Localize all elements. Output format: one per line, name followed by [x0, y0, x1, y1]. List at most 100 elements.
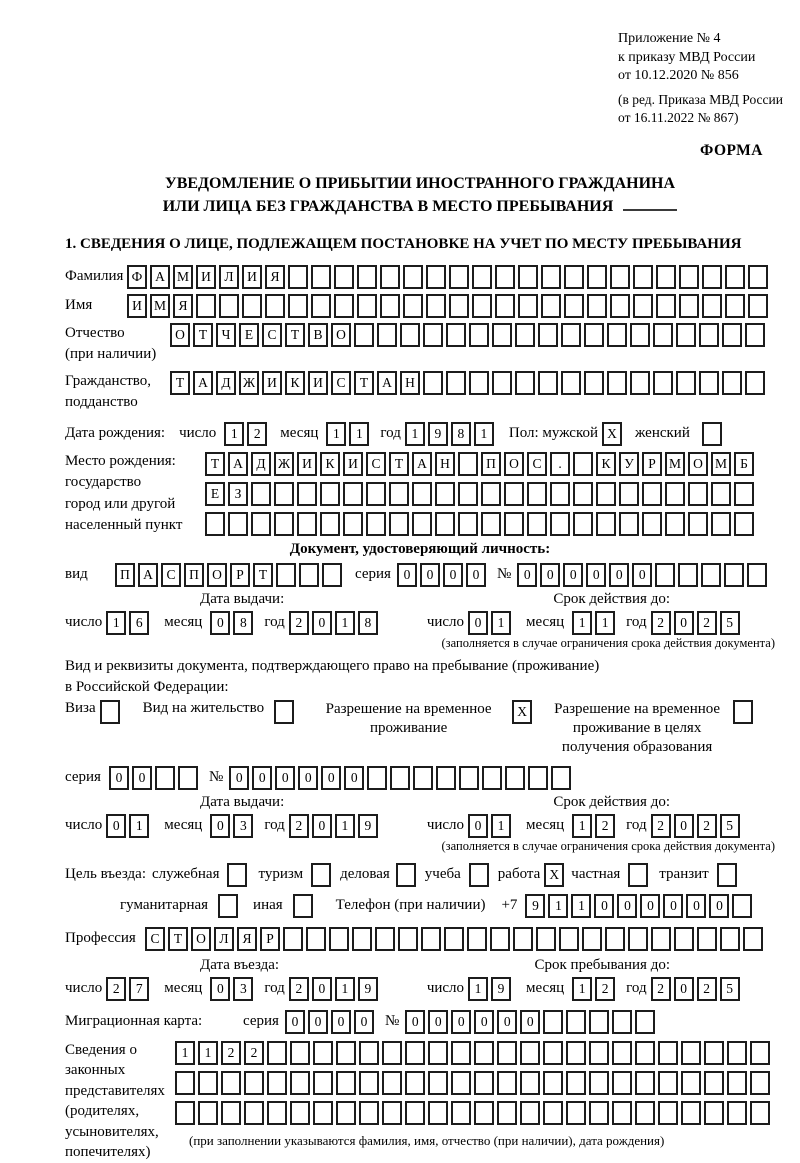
form-cell[interactable] [635, 1100, 655, 1125]
form-cell[interactable]: X [544, 862, 565, 887]
form-cell[interactable]: И [242, 264, 262, 289]
form-cell[interactable]: 0 [405, 1009, 426, 1034]
form-cell[interactable] [655, 562, 676, 587]
form-cell[interactable] [334, 264, 354, 289]
form-cell[interactable] [297, 481, 317, 506]
form-cell[interactable] [311, 862, 332, 887]
form-cell[interactable] [283, 926, 303, 951]
form-cell[interactable] [711, 481, 731, 506]
form-cell[interactable] [382, 1070, 402, 1095]
form-cell[interactable] [451, 1100, 471, 1125]
form-cell[interactable]: А [377, 370, 397, 395]
form-cell[interactable]: 0 [663, 893, 684, 918]
form-cell[interactable] [497, 1070, 517, 1095]
form-cell[interactable] [359, 1100, 379, 1125]
form-cell[interactable] [244, 1070, 264, 1095]
form-cell[interactable]: 0 [428, 1009, 449, 1034]
form-cell[interactable] [472, 293, 492, 318]
form-cell[interactable]: А [138, 562, 158, 587]
form-cell[interactable] [725, 264, 745, 289]
form-cell[interactable] [357, 264, 377, 289]
form-cell[interactable]: Л [214, 926, 234, 951]
form-cell[interactable] [251, 481, 271, 506]
form-cell[interactable]: Ф [127, 264, 147, 289]
form-cell[interactable]: 2 [288, 976, 309, 1001]
form-cell[interactable] [336, 1070, 356, 1095]
form-cell[interactable] [405, 1040, 425, 1065]
form-cell[interactable]: 0 [673, 610, 694, 635]
form-cell[interactable] [573, 451, 593, 476]
form-cell[interactable] [311, 293, 331, 318]
form-cell[interactable] [359, 1040, 379, 1065]
form-cell[interactable]: 0 [396, 562, 417, 587]
form-cell[interactable]: О [191, 926, 211, 951]
form-cell[interactable]: И [196, 264, 216, 289]
form-cell[interactable] [596, 481, 616, 506]
form-cell[interactable] [642, 481, 662, 506]
form-cell[interactable]: 2 [650, 813, 671, 838]
form-cell[interactable]: 2 [288, 610, 309, 635]
form-cell[interactable]: И [308, 370, 328, 395]
form-cell[interactable]: 9 [427, 421, 448, 446]
form-cell[interactable] [428, 1070, 448, 1095]
form-cell[interactable]: С [527, 451, 547, 476]
form-cell[interactable] [449, 264, 469, 289]
form-cell[interactable] [518, 293, 538, 318]
form-cell[interactable]: А [150, 264, 170, 289]
form-cell[interactable]: О [170, 322, 190, 347]
form-cell[interactable] [492, 322, 512, 347]
form-cell[interactable] [435, 511, 455, 536]
form-cell[interactable] [175, 1100, 195, 1125]
form-cell[interactable]: 0 [108, 765, 129, 790]
form-cell[interactable] [536, 926, 556, 951]
form-cell[interactable] [676, 370, 696, 395]
form-cell[interactable]: 0 [586, 562, 607, 587]
form-cell[interactable] [678, 562, 699, 587]
form-cell[interactable] [573, 481, 593, 506]
form-cell[interactable] [367, 765, 388, 790]
form-cell[interactable] [674, 926, 694, 951]
form-cell[interactable] [154, 765, 175, 790]
form-cell[interactable]: 2 [106, 976, 127, 1001]
form-cell[interactable] [481, 511, 501, 536]
form-cell[interactable] [474, 1070, 494, 1095]
form-cell[interactable]: Ж [274, 451, 294, 476]
form-cell[interactable] [343, 481, 363, 506]
form-cell[interactable] [722, 322, 742, 347]
form-cell[interactable]: Я [237, 926, 257, 951]
form-cell[interactable] [504, 511, 524, 536]
form-cell[interactable] [573, 511, 593, 536]
form-cell[interactable] [642, 511, 662, 536]
form-cell[interactable]: Б [734, 451, 754, 476]
form-cell[interactable]: В [308, 322, 328, 347]
form-cell[interactable] [681, 1040, 701, 1065]
form-cell[interactable]: 0 [563, 562, 584, 587]
form-cell[interactable]: Т [354, 370, 374, 395]
form-cell[interactable]: З [228, 481, 248, 506]
form-cell[interactable]: О [688, 451, 708, 476]
form-cell[interactable]: 0 [497, 1009, 518, 1034]
form-cell[interactable] [635, 1040, 655, 1065]
form-cell[interactable] [697, 926, 717, 951]
form-cell[interactable]: 1 [572, 976, 593, 1001]
form-cell[interactable]: 1 [572, 610, 593, 635]
form-cell[interactable] [474, 1100, 494, 1125]
form-cell[interactable]: Е [239, 322, 259, 347]
form-cell[interactable] [541, 264, 561, 289]
form-cell[interactable] [196, 293, 216, 318]
form-cell[interactable] [727, 1070, 747, 1095]
form-cell[interactable] [699, 322, 719, 347]
form-cell[interactable] [446, 322, 466, 347]
form-cell[interactable] [490, 926, 510, 951]
form-cell[interactable]: 0 [298, 765, 319, 790]
form-cell[interactable]: У [619, 451, 639, 476]
form-cell[interactable] [366, 511, 386, 536]
form-cell[interactable] [242, 293, 262, 318]
form-cell[interactable]: 0 [419, 562, 440, 587]
form-cell[interactable] [748, 293, 768, 318]
form-cell[interactable] [313, 1100, 333, 1125]
form-cell[interactable] [734, 481, 754, 506]
form-cell[interactable]: 2 [650, 976, 671, 1001]
form-cell[interactable]: 1 [106, 610, 127, 635]
form-cell[interactable] [596, 511, 616, 536]
